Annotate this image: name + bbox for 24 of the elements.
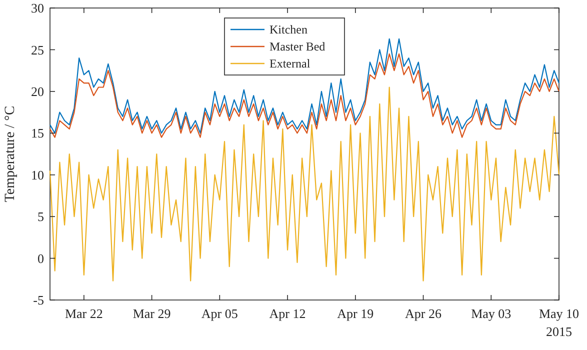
x-tick-label: Apr 26 bbox=[405, 306, 442, 321]
legend-label: External bbox=[270, 56, 311, 71]
x-tick-label: May 03 bbox=[471, 306, 512, 321]
y-tick-label: 15 bbox=[31, 126, 44, 141]
y-tick-label: -5 bbox=[33, 292, 44, 308]
legend-label: Kitchen bbox=[270, 22, 308, 37]
text: 2015 bbox=[546, 324, 572, 339]
x-tick-label: Apr 05 bbox=[201, 306, 238, 321]
y-tick-label: 25 bbox=[31, 42, 44, 58]
x-tick-label: Apr 12 bbox=[269, 306, 306, 321]
x-tick-label: Mar 29 bbox=[132, 306, 171, 321]
y-axis-title: Temperature / °C bbox=[3, 106, 18, 202]
x-tick-label: May 10 bbox=[538, 306, 580, 321]
y-tick-label: 30 bbox=[31, 0, 44, 16]
line-series bbox=[49, 53, 560, 138]
y-tick-label: 0 bbox=[38, 250, 44, 266]
line-series bbox=[49, 86, 560, 282]
line-series bbox=[49, 38, 560, 134]
x-tick-label: Apr 19 bbox=[337, 306, 374, 321]
legend-label: Master Bed bbox=[270, 40, 326, 54]
x-tick-label: Mar 22 bbox=[64, 306, 103, 321]
y-tick-label: 5 bbox=[38, 209, 44, 224]
y-tick-label: 10 bbox=[31, 167, 44, 182]
y-tick-label: 20 bbox=[31, 84, 44, 99]
